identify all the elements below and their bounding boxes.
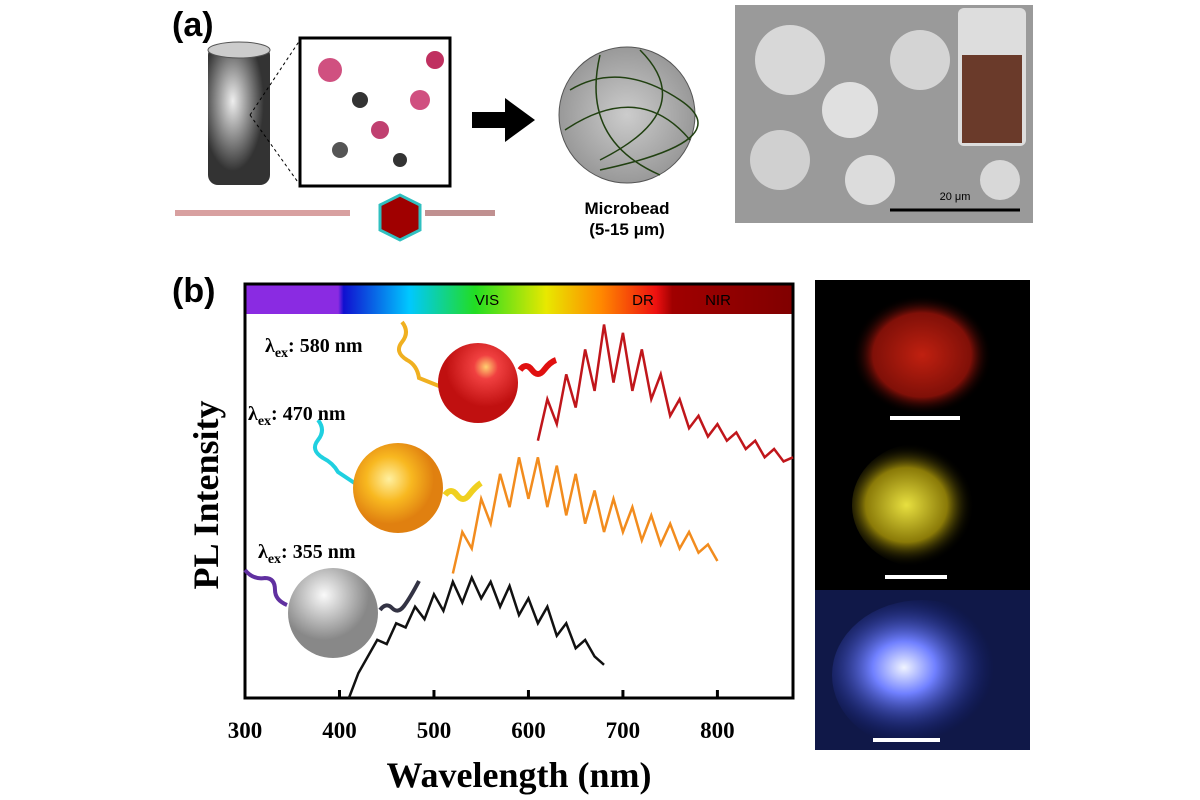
sphere-illustrations [243, 320, 558, 658]
subscript: ex [258, 414, 271, 429]
sem-image [735, 5, 1033, 223]
subscript: ex [268, 552, 281, 567]
microbead-illustration [558, 46, 699, 184]
panel-label: (a) [172, 6, 214, 44]
microbead-label: Microbead [584, 199, 669, 218]
wavelength: : 470 nm [271, 403, 346, 425]
spectrum-line [347, 574, 605, 699]
spectrum-bar [245, 284, 793, 314]
microscope-images [815, 280, 1030, 750]
x-tick-label: 800 [700, 718, 735, 743]
arrow [472, 98, 535, 142]
wavelength: : 580 nm [288, 335, 363, 357]
panel-label: (b) [172, 272, 215, 310]
spectrum-label: NIR [705, 292, 731, 309]
lambda: λ [265, 335, 275, 357]
x-axis-label: Wavelength (nm) [387, 755, 652, 795]
excitation-label: λex: 470 nm [248, 403, 346, 429]
spectrum-label: VIS [475, 292, 499, 309]
spectrum-line [536, 324, 794, 463]
plot-area: 300 400 500 600 700 800 Wavelength (nm) PL Inte… [186, 324, 794, 795]
plot-frame [243, 282, 795, 700]
x-tick-label: 300 [228, 718, 263, 743]
x-tick-label: 600 [511, 718, 546, 743]
x-tick-label: 500 [417, 718, 452, 743]
spectrum-line [451, 457, 719, 574]
excitation-label: λex: 580 nm [265, 335, 363, 361]
x-tick-label: 400 [322, 718, 357, 743]
scale-bar-label: 20 μm [940, 191, 971, 203]
lambda: λ [258, 541, 268, 563]
microbead-size: (5-15 μm) [589, 220, 665, 239]
wavelength: : 355 nm [281, 541, 356, 563]
subscript: ex [275, 346, 288, 361]
x-tick-label: 700 [606, 718, 641, 743]
y-axis-label: PL Intensity [186, 400, 226, 589]
spectrum-label: DR [632, 292, 654, 309]
lambda: λ [248, 403, 258, 425]
device-illustration [175, 36, 495, 242]
excitation-label: λex: 355 nm [258, 541, 356, 567]
